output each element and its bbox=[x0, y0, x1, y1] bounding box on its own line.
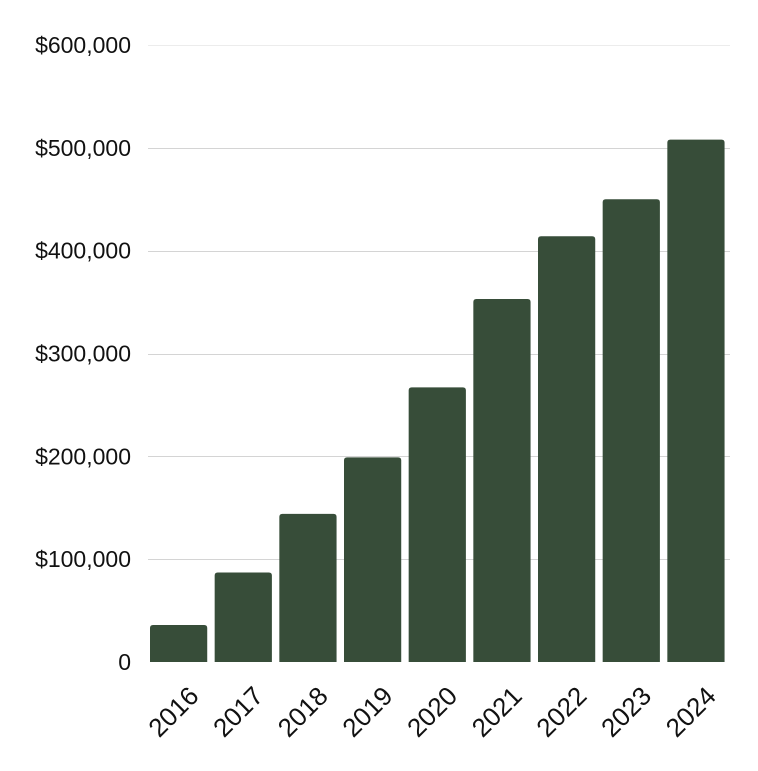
x-tick-label: 2017 bbox=[207, 681, 269, 743]
x-tick-label: 2019 bbox=[336, 681, 398, 743]
y-tick-label: $200,000 bbox=[35, 443, 131, 469]
bars bbox=[150, 139, 725, 662]
bar-2020 bbox=[408, 387, 466, 662]
y-tick-label: $400,000 bbox=[35, 238, 131, 264]
x-tick-label: 2023 bbox=[595, 681, 657, 743]
y-tick-label: $300,000 bbox=[35, 341, 131, 367]
x-tick-label: 2022 bbox=[530, 681, 592, 743]
x-tick-label: 2018 bbox=[272, 681, 334, 743]
y-axis-ticks: 0 $100,000 $200,000 $300,000 $400,000 $500,00… bbox=[35, 32, 131, 675]
bar-2017 bbox=[214, 572, 272, 662]
bar-2022 bbox=[538, 236, 596, 662]
bar-2024 bbox=[667, 139, 725, 662]
bar-2023 bbox=[602, 199, 660, 662]
y-tick-label: 0 bbox=[118, 649, 131, 675]
y-tick-label: $100,000 bbox=[35, 546, 131, 572]
bar-2018 bbox=[279, 513, 337, 662]
x-tick-label: 2021 bbox=[466, 681, 528, 743]
bar-2021 bbox=[473, 298, 531, 662]
bar-2016 bbox=[150, 624, 208, 662]
x-axis-ticks: 2016 2017 2018 2019 2020 2021 2022 2023 2024 bbox=[142, 681, 721, 743]
y-tick-label: $600,000 bbox=[35, 32, 131, 58]
x-tick-label: 2016 bbox=[142, 681, 204, 743]
x-tick-label: 2024 bbox=[660, 681, 722, 743]
y-tick-label: $500,000 bbox=[35, 135, 131, 161]
bar-2019 bbox=[344, 457, 402, 662]
x-tick-label: 2020 bbox=[401, 681, 463, 743]
